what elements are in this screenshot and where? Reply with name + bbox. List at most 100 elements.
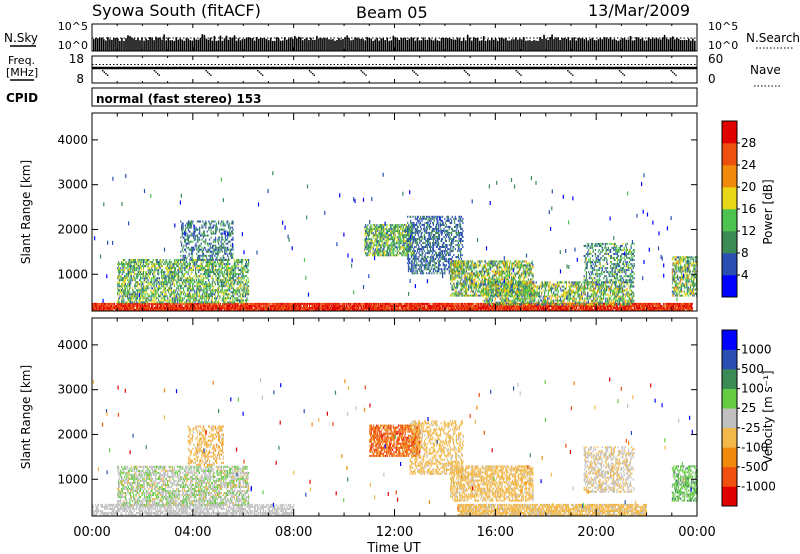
- power-cell: [499, 309, 501, 311]
- power-cell: [476, 307, 478, 309]
- power-cell: [212, 263, 214, 266]
- nsky-bar: [649, 39, 652, 51]
- power-cell: [198, 275, 200, 278]
- power-cell: [159, 259, 161, 261]
- nsky-bar: [201, 34, 204, 51]
- power-cell: [231, 271, 233, 274]
- power-cell: [170, 289, 172, 292]
- power-cell: [234, 275, 236, 278]
- power-cell: [576, 305, 578, 307]
- power-cell: [414, 309, 417, 311]
- power-cell: [397, 307, 399, 309]
- power-cell: [185, 271, 187, 274]
- power-cell: [663, 302, 665, 305]
- power-cell: [118, 269, 120, 272]
- power-cell: [616, 309, 618, 311]
- power-cell: [136, 267, 138, 270]
- power-cell: [173, 273, 175, 276]
- power-cell: [396, 309, 398, 311]
- power-cell: [520, 305, 522, 307]
- power-cell: [367, 307, 369, 309]
- power-cell: [232, 269, 234, 272]
- power-cell: [534, 309, 536, 311]
- power-cell: [337, 302, 339, 305]
- power-cell: [212, 301, 214, 304]
- freq-dip-marker: [102, 70, 104, 72]
- power-cell: [187, 273, 189, 276]
- power-cell: [174, 297, 176, 300]
- power-cell: [237, 283, 239, 286]
- power-cell: [202, 307, 204, 309]
- power-cell: [118, 275, 120, 278]
- power-cell: [296, 307, 298, 309]
- power-cell: [206, 297, 208, 300]
- power-cell: [674, 302, 676, 305]
- power-cell: [124, 267, 126, 270]
- power-cell: [229, 289, 231, 292]
- power-cell: [229, 277, 232, 280]
- power-cell: [121, 299, 123, 302]
- power-cell: [390, 302, 392, 305]
- power-cell: [339, 305, 341, 307]
- power-cell: [207, 285, 209, 288]
- power-cell: [395, 302, 397, 305]
- power-cell: [233, 301, 235, 304]
- power-cell: [94, 309, 96, 311]
- power-cell: [161, 261, 163, 264]
- power-cell: [342, 309, 344, 311]
- nsky-bar: [452, 39, 455, 51]
- power-cell: [225, 302, 227, 305]
- power-cell: [142, 265, 144, 268]
- power-cell: [480, 307, 482, 309]
- power-cell: [187, 289, 189, 292]
- power-cell: [127, 291, 129, 294]
- power-cell: [207, 307, 209, 309]
- power-cell: [189, 305, 191, 307]
- power-cell: [134, 261, 136, 264]
- power-cell: [411, 302, 413, 305]
- power-cell: [187, 299, 189, 302]
- power-cell: [138, 261, 140, 264]
- power-cell: [445, 302, 447, 305]
- power-cell: [198, 299, 200, 302]
- power-cell: [349, 307, 351, 309]
- power-cell: [619, 307, 621, 309]
- power-cell: [169, 289, 171, 292]
- power-cell: [169, 267, 171, 270]
- power-cell: [458, 307, 460, 309]
- power-cell: [212, 289, 214, 292]
- power-cell: [138, 302, 141, 305]
- power-cell: [143, 307, 145, 309]
- power-cell: [332, 307, 334, 309]
- power-cell: [189, 279, 191, 282]
- power-cell: [669, 302, 671, 305]
- power-cell: [204, 265, 207, 268]
- power-cell: [390, 305, 392, 307]
- power-cell: [209, 269, 211, 272]
- nsky-bar: [517, 39, 519, 51]
- power-cell: [278, 302, 280, 305]
- power-cell: [223, 263, 225, 266]
- power-cell: [182, 305, 184, 307]
- freq-label: Freq.: [8, 54, 35, 67]
- power-cell: [139, 261, 142, 264]
- power-cell: [498, 309, 500, 311]
- freq-dip-marker: [153, 70, 156, 72]
- power-cell: [205, 283, 207, 286]
- power-cell: [164, 295, 166, 298]
- power-cell: [493, 305, 495, 307]
- nsky-bar: [593, 39, 596, 51]
- power-cell: [95, 309, 97, 311]
- power-cell: [511, 309, 513, 311]
- power-cell: [237, 291, 239, 294]
- nsky-bar: [209, 37, 212, 51]
- power-cell: [123, 281, 125, 284]
- power-cell: [224, 305, 226, 307]
- power-cell: [137, 281, 139, 284]
- power-cell: [515, 305, 517, 307]
- power-cell: [144, 307, 146, 309]
- power-cell: [121, 305, 123, 307]
- power-cell: [405, 307, 407, 309]
- power-cell: [225, 263, 227, 266]
- power-cell: [110, 302, 112, 305]
